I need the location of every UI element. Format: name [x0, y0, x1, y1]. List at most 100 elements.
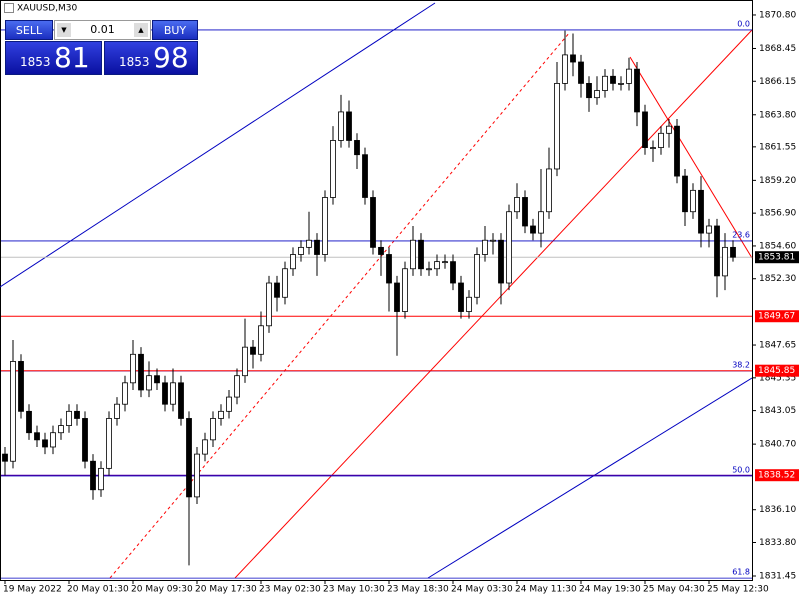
- candle-body: [682, 175, 688, 213]
- candle-body: [650, 147, 656, 149]
- price-box: [755, 469, 799, 482]
- candle-body: [490, 239, 496, 242]
- y-tick-label: 1866.15: [759, 77, 796, 87]
- candle-body: [546, 168, 552, 213]
- candle-body: [66, 410, 72, 426]
- sell-price[interactable]: 1853 81: [5, 41, 102, 75]
- candle-body: [394, 282, 400, 312]
- trend-lines: [0, 2, 753, 579]
- candle-body: [162, 382, 168, 405]
- fib-label: 38.2: [732, 360, 750, 369]
- x-tick-label: 20 May 01:30: [67, 585, 129, 595]
- x-tick-label: 23 May 10:30: [323, 585, 385, 595]
- fib-label: 23.6: [732, 230, 750, 239]
- candle-body: [514, 197, 520, 213]
- candle-body: [314, 239, 320, 255]
- candle-body: [90, 460, 96, 491]
- candle-body: [354, 140, 360, 156]
- ask-big: 1853: [119, 55, 150, 69]
- candle-body: [434, 261, 440, 270]
- x-tick-label: 19 May 2022: [3, 585, 62, 595]
- candle-body: [170, 382, 176, 405]
- price-label: 1849.67: [758, 312, 795, 322]
- volume-input[interactable]: ▼ 0.01 ▲: [54, 20, 151, 40]
- price-box: [755, 310, 799, 323]
- y-tick-label: 1870.80: [759, 10, 796, 20]
- candle-body: [674, 125, 680, 177]
- candle-body: [306, 239, 312, 248]
- candle-body: [666, 125, 672, 134]
- candle-body: [730, 246, 736, 258]
- candle-body: [698, 189, 704, 234]
- candle-body: [26, 410, 32, 434]
- candle-body: [298, 246, 304, 255]
- candle-body: [226, 396, 232, 412]
- bid-big: 1853: [20, 55, 51, 69]
- decrease[interactable]: ▼: [57, 23, 71, 37]
- candle-body: [50, 432, 56, 448]
- price-label: 1838.52: [758, 471, 795, 481]
- candle-body: [82, 418, 88, 462]
- x-tick-label: 23 May 02:30: [259, 585, 321, 595]
- candle-body: [634, 68, 640, 113]
- candle-body: [482, 239, 488, 255]
- y-tick-label: 1856.90: [759, 209, 796, 219]
- increase[interactable]: ▲: [134, 23, 148, 37]
- candle-body: [378, 246, 384, 255]
- y-tick-label: 1854.60: [759, 241, 796, 251]
- candle-body: [130, 353, 136, 384]
- candle-body: [290, 254, 296, 270]
- candle-body: [578, 61, 584, 84]
- y-tick-label: 1845.35: [759, 373, 796, 383]
- candle-body: [402, 268, 408, 312]
- y-tick-label: 1852.30: [759, 274, 796, 284]
- candle-body: [450, 261, 456, 284]
- candle-body: [506, 211, 512, 284]
- candle-body: [362, 154, 368, 198]
- candle-body: [34, 432, 40, 441]
- candle-body: [370, 197, 376, 248]
- candle-body: [386, 254, 392, 284]
- candle-body: [258, 325, 264, 355]
- candle-body: [466, 296, 472, 312]
- candle-body: [554, 83, 560, 170]
- candle-body: [58, 425, 64, 434]
- icon: [4, 3, 14, 13]
- candle-body: [122, 382, 128, 405]
- candle-body: [410, 239, 416, 270]
- candle-body: [426, 268, 432, 271]
- candle-body: [690, 189, 696, 213]
- fib-label: 0.0: [737, 19, 750, 28]
- price-label: 1853.81: [758, 253, 795, 263]
- candle-body: [18, 361, 24, 412]
- candle-body: [474, 254, 480, 298]
- y-tick-label: 1831.45: [759, 572, 796, 582]
- candle-body: [154, 375, 160, 384]
- x-tick-label: 24 May 03:30: [451, 585, 513, 595]
- candle-body: [530, 225, 536, 234]
- x-tick-label: 24 May 11:30: [515, 585, 577, 595]
- sell-button[interactable]: SELL: [5, 20, 53, 40]
- buy-price[interactable]: 1853 98: [104, 41, 198, 75]
- candle-body: [538, 211, 544, 234]
- candle-body: [138, 353, 144, 391]
- candle-body: [218, 410, 224, 419]
- price-box: [755, 251, 799, 264]
- ask-small: 98: [153, 41, 189, 74]
- symbol: XAUUSD,M30: [17, 3, 78, 14]
- symbol-label: XAUUSD,M30: [4, 3, 77, 14]
- candle-body: [706, 225, 712, 234]
- y-tick-label: 1833.80: [759, 538, 796, 548]
- candle-body: [658, 132, 664, 148]
- candle-body: [586, 83, 592, 99]
- x-tick-label: 20 May 09:30: [131, 585, 193, 595]
- candle-body: [42, 439, 48, 448]
- y-tick-label: 1863.80: [759, 110, 796, 120]
- candle-body: [610, 75, 616, 84]
- fib-label: 50.0: [732, 465, 750, 474]
- candle-body: [642, 111, 648, 148]
- x-tick-label: 23 May 18:30: [387, 585, 449, 595]
- channel-line: [0, 2, 436, 288]
- buy-button[interactable]: BUY: [152, 20, 198, 40]
